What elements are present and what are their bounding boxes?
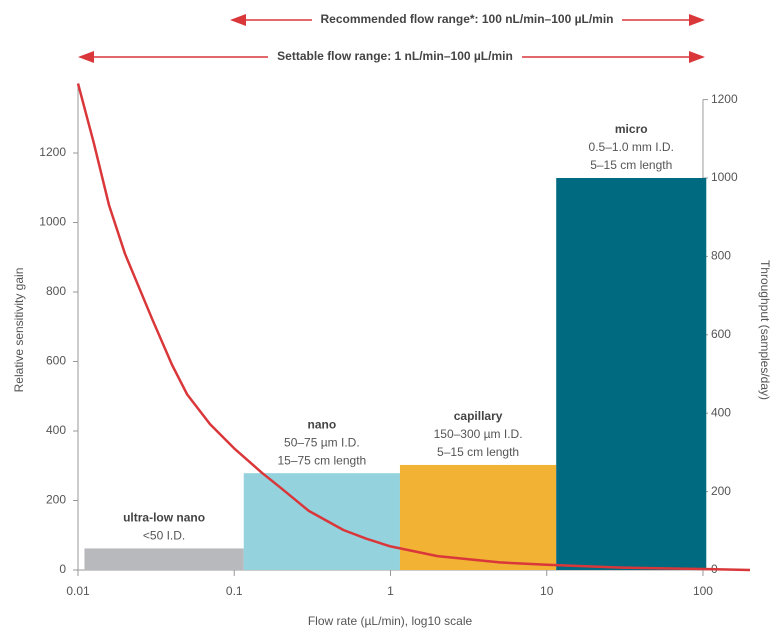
x-tick-label: 0.1 <box>226 584 243 598</box>
annotation: Recommended flow range*: 100 nL/min–100 … <box>321 12 614 26</box>
x-tick-label: 0.01 <box>66 584 90 598</box>
bar-detail: 0.5–1.0 mm I.D. <box>589 140 674 154</box>
annotation: Settable flow range: 1 nL/min–100 µL/min <box>277 49 513 63</box>
x-tick-label: 10 <box>540 584 554 598</box>
bar-detail: 5–15 cm length <box>590 158 672 172</box>
bar <box>556 178 707 570</box>
bar-detail: 15–75 cm length <box>277 453 366 467</box>
y2-tick-label: 1000 <box>711 170 738 184</box>
y2-axis-label: Throughput (samples/day) <box>758 260 772 400</box>
y-tick-label: 200 <box>46 493 66 507</box>
y2-tick-label: 1200 <box>711 92 738 106</box>
y2-tick-label: 600 <box>711 327 731 341</box>
y-axis-label: Relative sensitivity gain <box>12 268 26 393</box>
bar-name: ultra-low nano <box>123 511 205 525</box>
y-tick-label: 1000 <box>39 215 66 229</box>
bar-detail: <50 I.D. <box>143 529 185 543</box>
x-tick-label: 1 <box>387 584 394 598</box>
bar-name: capillary <box>454 409 503 423</box>
bar <box>243 473 400 570</box>
annotation-arrows <box>78 14 705 63</box>
x-tick-label: 100 <box>693 584 713 598</box>
y-tick-label: 400 <box>46 423 66 437</box>
x-axis-label: Flow rate (µL/min), log10 scale <box>308 614 473 628</box>
y-tick-label: 800 <box>46 284 66 298</box>
line <box>76 83 751 572</box>
y2-tick-label: 800 <box>711 249 731 263</box>
y2-tick-label: 400 <box>711 405 731 419</box>
bar-detail: 50–75 µm I.D. <box>284 435 360 449</box>
bar-name: nano <box>308 417 337 431</box>
y-tick-label: 1200 <box>39 145 66 159</box>
y2-tick-label: 200 <box>711 484 731 498</box>
bar-detail: 5–15 cm length <box>437 445 519 459</box>
bar <box>84 548 244 570</box>
bar-name: micro <box>615 122 648 136</box>
y-tick-label: 0 <box>59 562 66 576</box>
bar-detail: 150–300 µm I.D. <box>434 427 523 441</box>
y-tick-label: 600 <box>46 354 66 368</box>
